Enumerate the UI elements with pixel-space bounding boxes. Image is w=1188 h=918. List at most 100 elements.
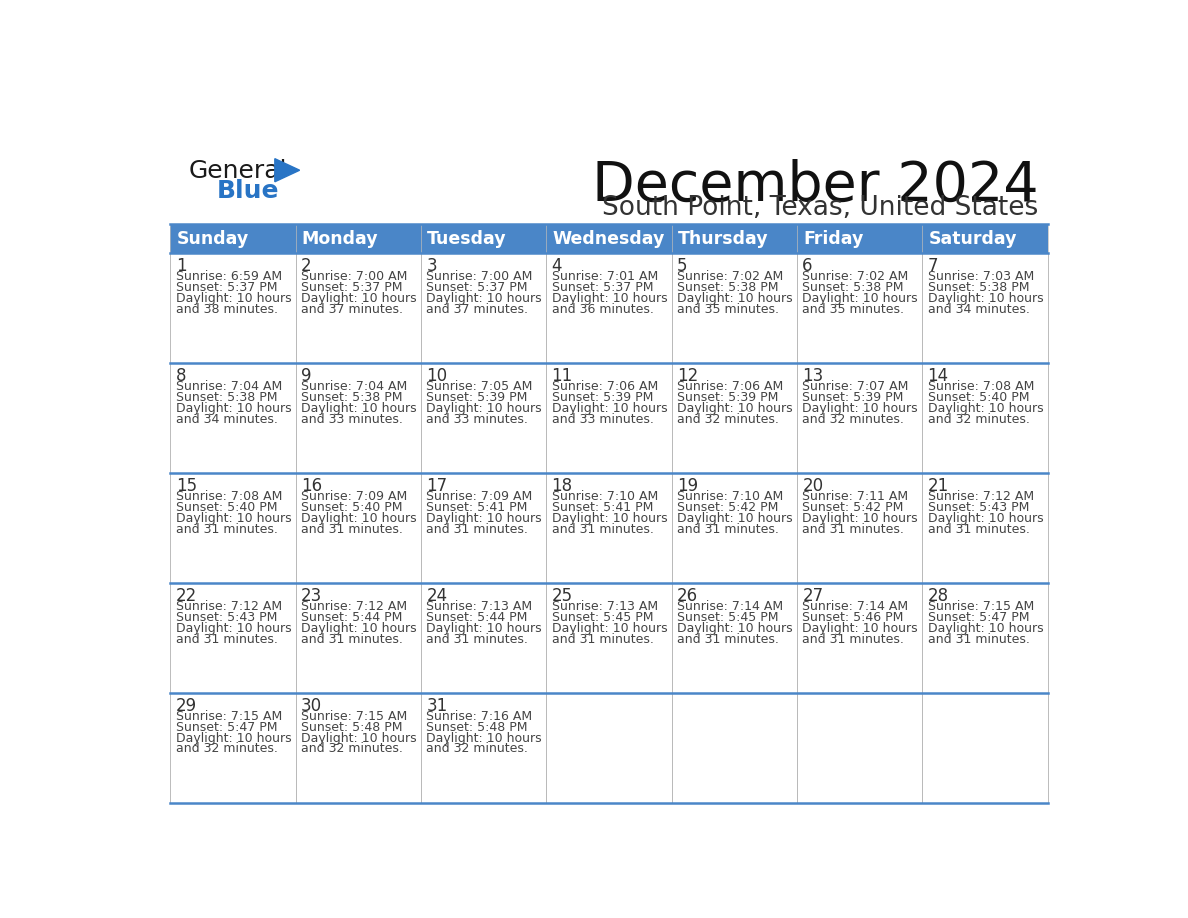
Text: 10: 10 <box>426 367 448 386</box>
Text: Sunset: 5:40 PM: Sunset: 5:40 PM <box>301 501 403 514</box>
Text: Sunset: 5:37 PM: Sunset: 5:37 PM <box>426 281 527 294</box>
Text: 1: 1 <box>176 257 187 275</box>
Text: Sunrise: 7:15 AM: Sunrise: 7:15 AM <box>176 711 282 723</box>
Text: and 35 minutes.: and 35 minutes. <box>802 303 904 316</box>
Text: Daylight: 10 hours: Daylight: 10 hours <box>301 402 417 415</box>
Text: Daylight: 10 hours: Daylight: 10 hours <box>551 292 668 305</box>
Text: Sunrise: 7:00 AM: Sunrise: 7:00 AM <box>426 270 532 284</box>
Text: and 32 minutes.: and 32 minutes. <box>176 743 278 756</box>
Bar <box>671 224 797 253</box>
Bar <box>797 474 922 583</box>
Text: Sunset: 5:39 PM: Sunset: 5:39 PM <box>426 391 527 404</box>
Text: Daylight: 10 hours: Daylight: 10 hours <box>928 402 1043 415</box>
Text: and 31 minutes.: and 31 minutes. <box>551 633 653 645</box>
Text: South Point, Texas, United States: South Point, Texas, United States <box>602 195 1038 221</box>
Text: Sunrise: 7:16 AM: Sunrise: 7:16 AM <box>426 711 532 723</box>
Text: and 31 minutes.: and 31 minutes. <box>802 522 904 535</box>
Text: and 31 minutes.: and 31 minutes. <box>928 633 1030 645</box>
Text: Sunset: 5:45 PM: Sunset: 5:45 PM <box>551 611 653 624</box>
Text: 25: 25 <box>551 588 573 605</box>
Bar <box>797 224 922 253</box>
Text: Sunset: 5:39 PM: Sunset: 5:39 PM <box>802 391 904 404</box>
Text: Sunrise: 7:04 AM: Sunrise: 7:04 AM <box>301 380 407 393</box>
Text: Daylight: 10 hours: Daylight: 10 hours <box>301 292 417 305</box>
Text: 6: 6 <box>802 257 813 275</box>
Text: 12: 12 <box>677 367 699 386</box>
Text: 27: 27 <box>802 588 823 605</box>
Text: Sunrise: 7:06 AM: Sunrise: 7:06 AM <box>551 380 658 393</box>
Bar <box>546 364 671 474</box>
Text: Sunrise: 7:10 AM: Sunrise: 7:10 AM <box>677 490 783 503</box>
Text: Sunset: 5:38 PM: Sunset: 5:38 PM <box>301 391 403 404</box>
Text: December 2024: December 2024 <box>592 159 1038 213</box>
Text: Daylight: 10 hours: Daylight: 10 hours <box>301 621 417 634</box>
Bar <box>671 253 797 364</box>
Text: Sunset: 5:41 PM: Sunset: 5:41 PM <box>426 501 527 514</box>
Text: and 31 minutes.: and 31 minutes. <box>802 633 904 645</box>
Text: and 31 minutes.: and 31 minutes. <box>301 522 403 535</box>
Text: Sunset: 5:43 PM: Sunset: 5:43 PM <box>176 611 277 624</box>
Text: 2: 2 <box>301 257 311 275</box>
Text: Sunday: Sunday <box>176 230 248 248</box>
Text: 13: 13 <box>802 367 823 386</box>
Text: Sunrise: 7:01 AM: Sunrise: 7:01 AM <box>551 270 658 284</box>
Text: Sunset: 5:46 PM: Sunset: 5:46 PM <box>802 611 904 624</box>
Text: Sunset: 5:37 PM: Sunset: 5:37 PM <box>301 281 403 294</box>
Text: Sunset: 5:38 PM: Sunset: 5:38 PM <box>802 281 904 294</box>
Text: Sunrise: 7:13 AM: Sunrise: 7:13 AM <box>426 600 532 613</box>
Text: Sunrise: 7:15 AM: Sunrise: 7:15 AM <box>301 711 407 723</box>
Bar <box>797 253 922 364</box>
Text: and 33 minutes.: and 33 minutes. <box>551 412 653 426</box>
Text: and 31 minutes.: and 31 minutes. <box>176 522 278 535</box>
Bar <box>296 474 421 583</box>
Text: Sunset: 5:48 PM: Sunset: 5:48 PM <box>301 721 403 733</box>
Text: 17: 17 <box>426 477 448 495</box>
Text: Sunset: 5:38 PM: Sunset: 5:38 PM <box>176 391 277 404</box>
Bar <box>922 583 1048 693</box>
Text: Saturday: Saturday <box>928 230 1017 248</box>
Text: Daylight: 10 hours: Daylight: 10 hours <box>426 512 542 525</box>
Bar <box>170 474 296 583</box>
Text: Daylight: 10 hours: Daylight: 10 hours <box>802 512 918 525</box>
Text: Sunrise: 7:09 AM: Sunrise: 7:09 AM <box>426 490 532 503</box>
Text: Sunset: 5:37 PM: Sunset: 5:37 PM <box>176 281 277 294</box>
Text: Sunrise: 6:59 AM: Sunrise: 6:59 AM <box>176 270 282 284</box>
Bar <box>421 253 546 364</box>
Text: and 31 minutes.: and 31 minutes. <box>677 522 779 535</box>
Bar <box>296 224 421 253</box>
Bar <box>922 474 1048 583</box>
Text: Daylight: 10 hours: Daylight: 10 hours <box>176 292 291 305</box>
Bar <box>170 224 296 253</box>
Text: 20: 20 <box>802 477 823 495</box>
Bar <box>797 364 922 474</box>
Text: Sunrise: 7:11 AM: Sunrise: 7:11 AM <box>802 490 909 503</box>
Text: Daylight: 10 hours: Daylight: 10 hours <box>426 402 542 415</box>
Text: Thursday: Thursday <box>677 230 769 248</box>
Text: Daylight: 10 hours: Daylight: 10 hours <box>551 512 668 525</box>
Bar <box>170 693 296 803</box>
Bar <box>421 224 546 253</box>
Bar <box>296 583 421 693</box>
Text: Daylight: 10 hours: Daylight: 10 hours <box>677 512 792 525</box>
Text: Sunset: 5:40 PM: Sunset: 5:40 PM <box>176 501 277 514</box>
Text: and 37 minutes.: and 37 minutes. <box>301 303 403 316</box>
Text: Daylight: 10 hours: Daylight: 10 hours <box>677 621 792 634</box>
Bar <box>546 583 671 693</box>
Text: Sunset: 5:38 PM: Sunset: 5:38 PM <box>677 281 778 294</box>
Bar <box>296 693 421 803</box>
Text: and 35 minutes.: and 35 minutes. <box>677 303 779 316</box>
Text: Daylight: 10 hours: Daylight: 10 hours <box>551 621 668 634</box>
Text: General: General <box>189 159 287 183</box>
Text: Sunset: 5:41 PM: Sunset: 5:41 PM <box>551 501 653 514</box>
Bar <box>922 364 1048 474</box>
Bar <box>671 474 797 583</box>
Text: Sunrise: 7:06 AM: Sunrise: 7:06 AM <box>677 380 783 393</box>
Text: Friday: Friday <box>803 230 864 248</box>
Text: 8: 8 <box>176 367 187 386</box>
Text: 26: 26 <box>677 588 699 605</box>
Text: 14: 14 <box>928 367 949 386</box>
Text: Sunrise: 7:13 AM: Sunrise: 7:13 AM <box>551 600 658 613</box>
Bar <box>922 224 1048 253</box>
Text: Daylight: 10 hours: Daylight: 10 hours <box>301 512 417 525</box>
Text: Daylight: 10 hours: Daylight: 10 hours <box>802 621 918 634</box>
